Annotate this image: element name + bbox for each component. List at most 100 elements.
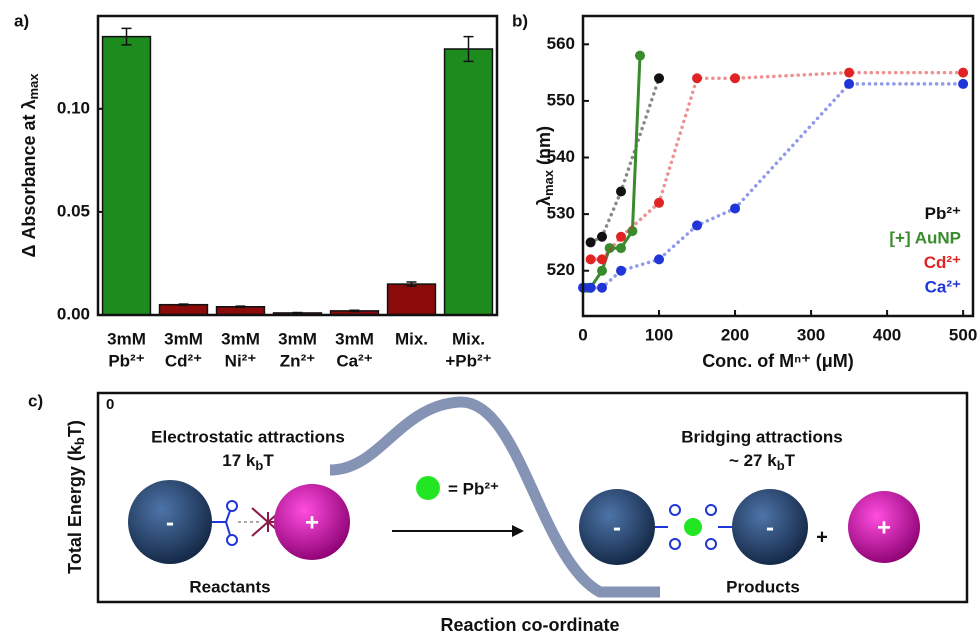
point xyxy=(586,254,596,264)
x-tick-label: 3mM xyxy=(278,329,317,348)
point xyxy=(597,254,607,264)
x-tick-label: 3mM xyxy=(221,329,260,348)
point xyxy=(586,283,596,293)
y-tick-label: 530 xyxy=(547,204,575,223)
error-bar xyxy=(179,304,189,305)
label-part: ~ 27 k xyxy=(729,451,777,470)
point xyxy=(844,79,854,89)
x-tick-label: Cd²⁺ xyxy=(165,351,202,370)
label-part: T) xyxy=(65,420,85,437)
error-bar xyxy=(236,306,246,307)
series-line xyxy=(591,78,659,242)
y-tick-label: 0.00 xyxy=(57,304,90,323)
left-title: Electrostatic attractions xyxy=(151,427,345,446)
error-bar xyxy=(350,310,360,311)
plot-frame xyxy=(583,16,973,316)
x-tick-label: +Pb²⁺ xyxy=(445,351,491,370)
charge: - xyxy=(166,509,174,536)
x-tick-label: Mix. xyxy=(395,329,428,348)
key-label: = Pb²⁺ xyxy=(448,479,499,498)
x-tick-label: 0 xyxy=(578,325,587,344)
pb-ion xyxy=(684,518,702,536)
reactants-label: Reactants xyxy=(189,577,270,596)
carboxylate xyxy=(212,501,237,545)
x-tick-label: 200 xyxy=(721,325,749,344)
x-tick-label: Ni²⁺ xyxy=(225,351,257,370)
x-tick-label: Ca²⁺ xyxy=(336,351,372,370)
point xyxy=(616,266,626,276)
x-tick-label: Pb²⁺ xyxy=(108,351,144,370)
legend-entry: Cd²⁺ xyxy=(924,253,961,272)
label-part: max xyxy=(541,169,556,196)
x-axis-label: Reaction co-ordinate xyxy=(440,615,619,635)
label-part: Δ Absorbance at λ xyxy=(19,100,39,258)
point xyxy=(654,198,664,208)
point xyxy=(654,73,664,83)
x-tick-label: 400 xyxy=(873,325,901,344)
y-tick-label: 560 xyxy=(547,34,575,53)
y-axis-label: λmax (nm) xyxy=(534,126,557,206)
point xyxy=(654,254,664,264)
label-part: b xyxy=(777,458,785,473)
point xyxy=(586,237,596,247)
pb-key-dot xyxy=(416,476,440,500)
point xyxy=(958,79,968,89)
series-line xyxy=(583,84,963,288)
panel-label: c) xyxy=(28,391,43,410)
y-axis-label: Δ Absorbance at λmax xyxy=(19,73,42,258)
panel-label: b) xyxy=(512,11,528,30)
x-tick-label: Mix. xyxy=(452,329,485,348)
charge: - xyxy=(766,514,774,541)
point xyxy=(730,203,740,213)
x-tick-label: 500 xyxy=(949,325,977,344)
x-axis-label: Conc. of Mⁿ⁺ (μM) xyxy=(702,351,854,371)
plus-sign: + xyxy=(816,526,828,548)
point xyxy=(597,266,607,276)
figure: c) 0 Total Energy (kbT) Reaction co-ordi… xyxy=(0,0,977,639)
point xyxy=(616,186,626,196)
point xyxy=(616,243,626,253)
x-tick-label: 300 xyxy=(797,325,825,344)
point xyxy=(597,283,607,293)
label-part: 17 k xyxy=(222,451,256,470)
label-part: max xyxy=(26,73,41,100)
label-part: T xyxy=(785,451,796,470)
x-tick-label: 3mM xyxy=(164,329,203,348)
legend-entry: Ca²⁺ xyxy=(925,277,961,296)
y-tick-label: 520 xyxy=(547,260,575,279)
y-tick-label: 550 xyxy=(547,90,575,109)
error-bar xyxy=(293,313,303,314)
bar xyxy=(160,305,208,315)
point xyxy=(730,73,740,83)
label-part: T xyxy=(263,451,274,470)
point xyxy=(692,220,702,230)
charge: - xyxy=(613,514,621,541)
zero-label: 0 xyxy=(106,396,114,413)
point xyxy=(597,232,607,242)
x-tick-label: 3mM xyxy=(107,329,146,348)
y-tick-label: 0.05 xyxy=(57,201,90,220)
y-axis-label: Total Energy (kbT) xyxy=(65,420,88,574)
label-part: Total Energy (k xyxy=(65,444,85,574)
point xyxy=(616,232,626,242)
bar xyxy=(445,49,493,315)
point xyxy=(692,73,702,83)
charge: + xyxy=(305,509,319,536)
panel-label: a) xyxy=(14,11,29,30)
point xyxy=(844,68,854,78)
x-tick-label: Zn²⁺ xyxy=(280,351,315,370)
point xyxy=(958,68,968,78)
y-tick-label: 540 xyxy=(547,147,575,166)
bar xyxy=(103,37,151,315)
legend-entry: Pb²⁺ xyxy=(925,204,961,223)
charge: + xyxy=(877,514,891,541)
products-label: Products xyxy=(726,577,800,596)
left-energy: 17 kbT xyxy=(222,451,274,473)
plot-frame xyxy=(98,16,497,315)
label-part: b xyxy=(72,437,87,445)
point xyxy=(635,51,645,61)
right-title: Bridging attractions xyxy=(681,427,843,446)
legend-entry: [+] AuNP xyxy=(889,228,961,247)
right-energy: ~ 27 kbT xyxy=(729,451,796,473)
label-part: b xyxy=(255,458,263,473)
